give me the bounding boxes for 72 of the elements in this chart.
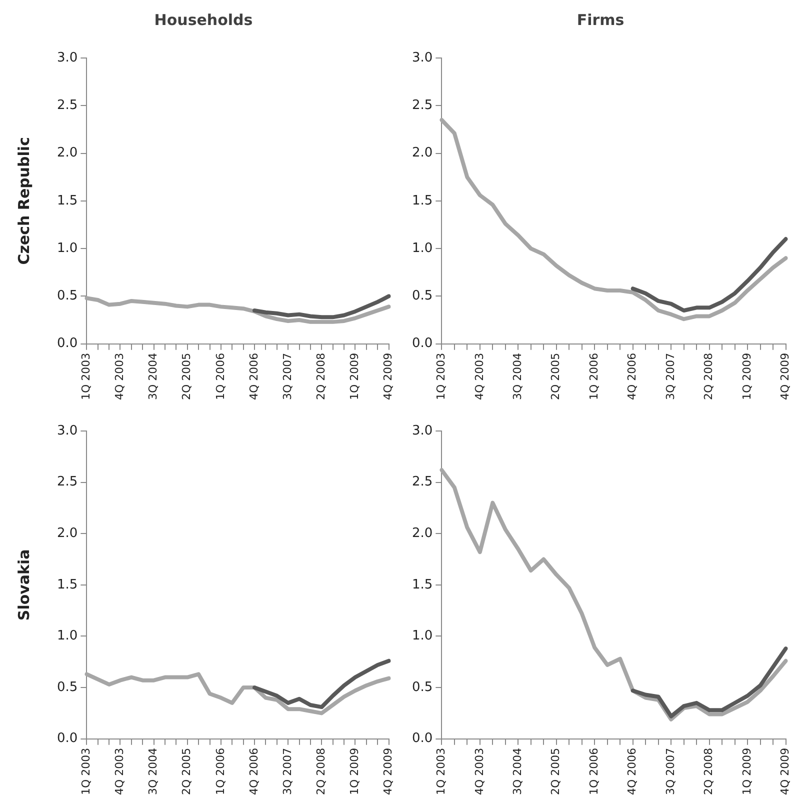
y-tick-label: 0.0 <box>56 731 78 746</box>
x-tick-label: 4Q 2003 <box>472 748 486 796</box>
y-axis-title: Czech Republic <box>14 137 33 265</box>
x-tick-label: 2Q 2008 <box>702 352 716 400</box>
x-tick-label: 1Q 2009 <box>740 352 754 400</box>
y-tick-label: 3.0 <box>56 50 78 66</box>
y-tick-label: 3.0 <box>56 423 78 438</box>
y-tick-label: 1.0 <box>412 240 433 256</box>
x-tick-label: 3Q 2004 <box>146 748 160 796</box>
x-tick-label: 1Q 2003 <box>434 352 448 400</box>
x-tick-label: 2Q 2005 <box>180 748 194 796</box>
y-tick-label: 0.5 <box>56 288 78 304</box>
y-tick-label: 2.5 <box>56 98 78 114</box>
x-tick-label: 2Q 2008 <box>702 748 716 796</box>
x-tick-label: 4Q 2006 <box>626 352 639 400</box>
y-tick-label: 0.0 <box>56 336 78 352</box>
x-tick-label: 4Q 2009 <box>778 352 792 400</box>
y-tick-label: 3.0 <box>412 50 433 66</box>
x-tick-label: 4Q 2003 <box>472 352 486 400</box>
y-tick-label: 0.5 <box>412 288 433 304</box>
x-tick-label: 1Q 2006 <box>214 748 227 796</box>
y-tick-label: 2.0 <box>412 146 433 161</box>
y-tick-label: 1.0 <box>412 628 433 644</box>
y-tick-label: 0.0 <box>412 336 433 352</box>
y-tick-label: 1.5 <box>412 577 433 592</box>
x-tick-label: 4Q 2009 <box>778 748 792 796</box>
chart-title: Households <box>154 10 253 29</box>
x-tick-label: 2Q 2005 <box>549 748 562 796</box>
x-tick-label: 1Q 2003 <box>80 748 93 796</box>
y-tick-label: 2.0 <box>56 146 78 161</box>
x-tick-label: 2Q 2005 <box>549 352 562 400</box>
x-tick-label: 4Q 2006 <box>247 748 260 796</box>
x-tick-label: 4Q 2006 <box>626 748 639 796</box>
x-tick-label: 1Q 2009 <box>348 748 362 796</box>
x-tick-label: 4Q 2009 <box>382 748 395 796</box>
x-tick-label: 4Q 2006 <box>247 352 260 400</box>
x-tick-label: 1Q 2006 <box>587 352 600 400</box>
y-tick-label: 0.5 <box>412 680 433 695</box>
x-tick-label: 3Q 2007 <box>280 748 294 796</box>
y-tick-label: 2.0 <box>56 526 78 541</box>
x-tick-label: 3Q 2007 <box>280 352 294 400</box>
x-tick-label: 4Q 2003 <box>113 352 126 400</box>
y-tick-label: 2.0 <box>412 526 433 541</box>
x-tick-label: 1Q 2006 <box>587 748 600 796</box>
y-tick-label: 1.5 <box>56 577 78 592</box>
y-tick-label: 0.0 <box>412 731 433 746</box>
x-tick-label: 1Q 2003 <box>434 748 448 796</box>
x-tick-label: 3Q 2007 <box>664 748 677 796</box>
x-tick-label: 4Q 2009 <box>382 352 395 400</box>
y-tick-label: 2.5 <box>412 98 433 114</box>
y-tick-label: 1.5 <box>56 193 78 208</box>
y-tick-label: 0.5 <box>56 680 78 695</box>
x-tick-label: 2Q 2005 <box>180 352 194 400</box>
x-tick-label: 2Q 2008 <box>314 748 328 796</box>
x-tick-label: 1Q 2003 <box>80 352 93 400</box>
y-tick-label: 1.5 <box>412 193 433 208</box>
x-tick-label: 3Q 2004 <box>146 352 160 400</box>
x-tick-label: 1Q 2006 <box>214 352 227 400</box>
x-tick-label: 1Q 2009 <box>348 352 362 400</box>
chart-title: Firms <box>576 10 624 29</box>
y-axis-title: Slovakia <box>14 549 33 621</box>
y-tick-label: 2.5 <box>56 474 78 490</box>
x-tick-label: 3Q 2007 <box>664 352 677 400</box>
y-tick-label: 1.0 <box>56 240 78 256</box>
y-tick-label: 3.0 <box>412 423 433 438</box>
y-tick-label: 2.5 <box>412 474 433 490</box>
x-tick-label: 3Q 2004 <box>511 748 524 796</box>
x-tick-label: 4Q 2003 <box>113 748 126 796</box>
x-tick-label: 2Q 2008 <box>314 352 328 400</box>
x-tick-label: 3Q 2004 <box>511 352 524 400</box>
x-tick-label: 1Q 2009 <box>740 748 754 796</box>
y-tick-label: 1.0 <box>56 628 78 644</box>
